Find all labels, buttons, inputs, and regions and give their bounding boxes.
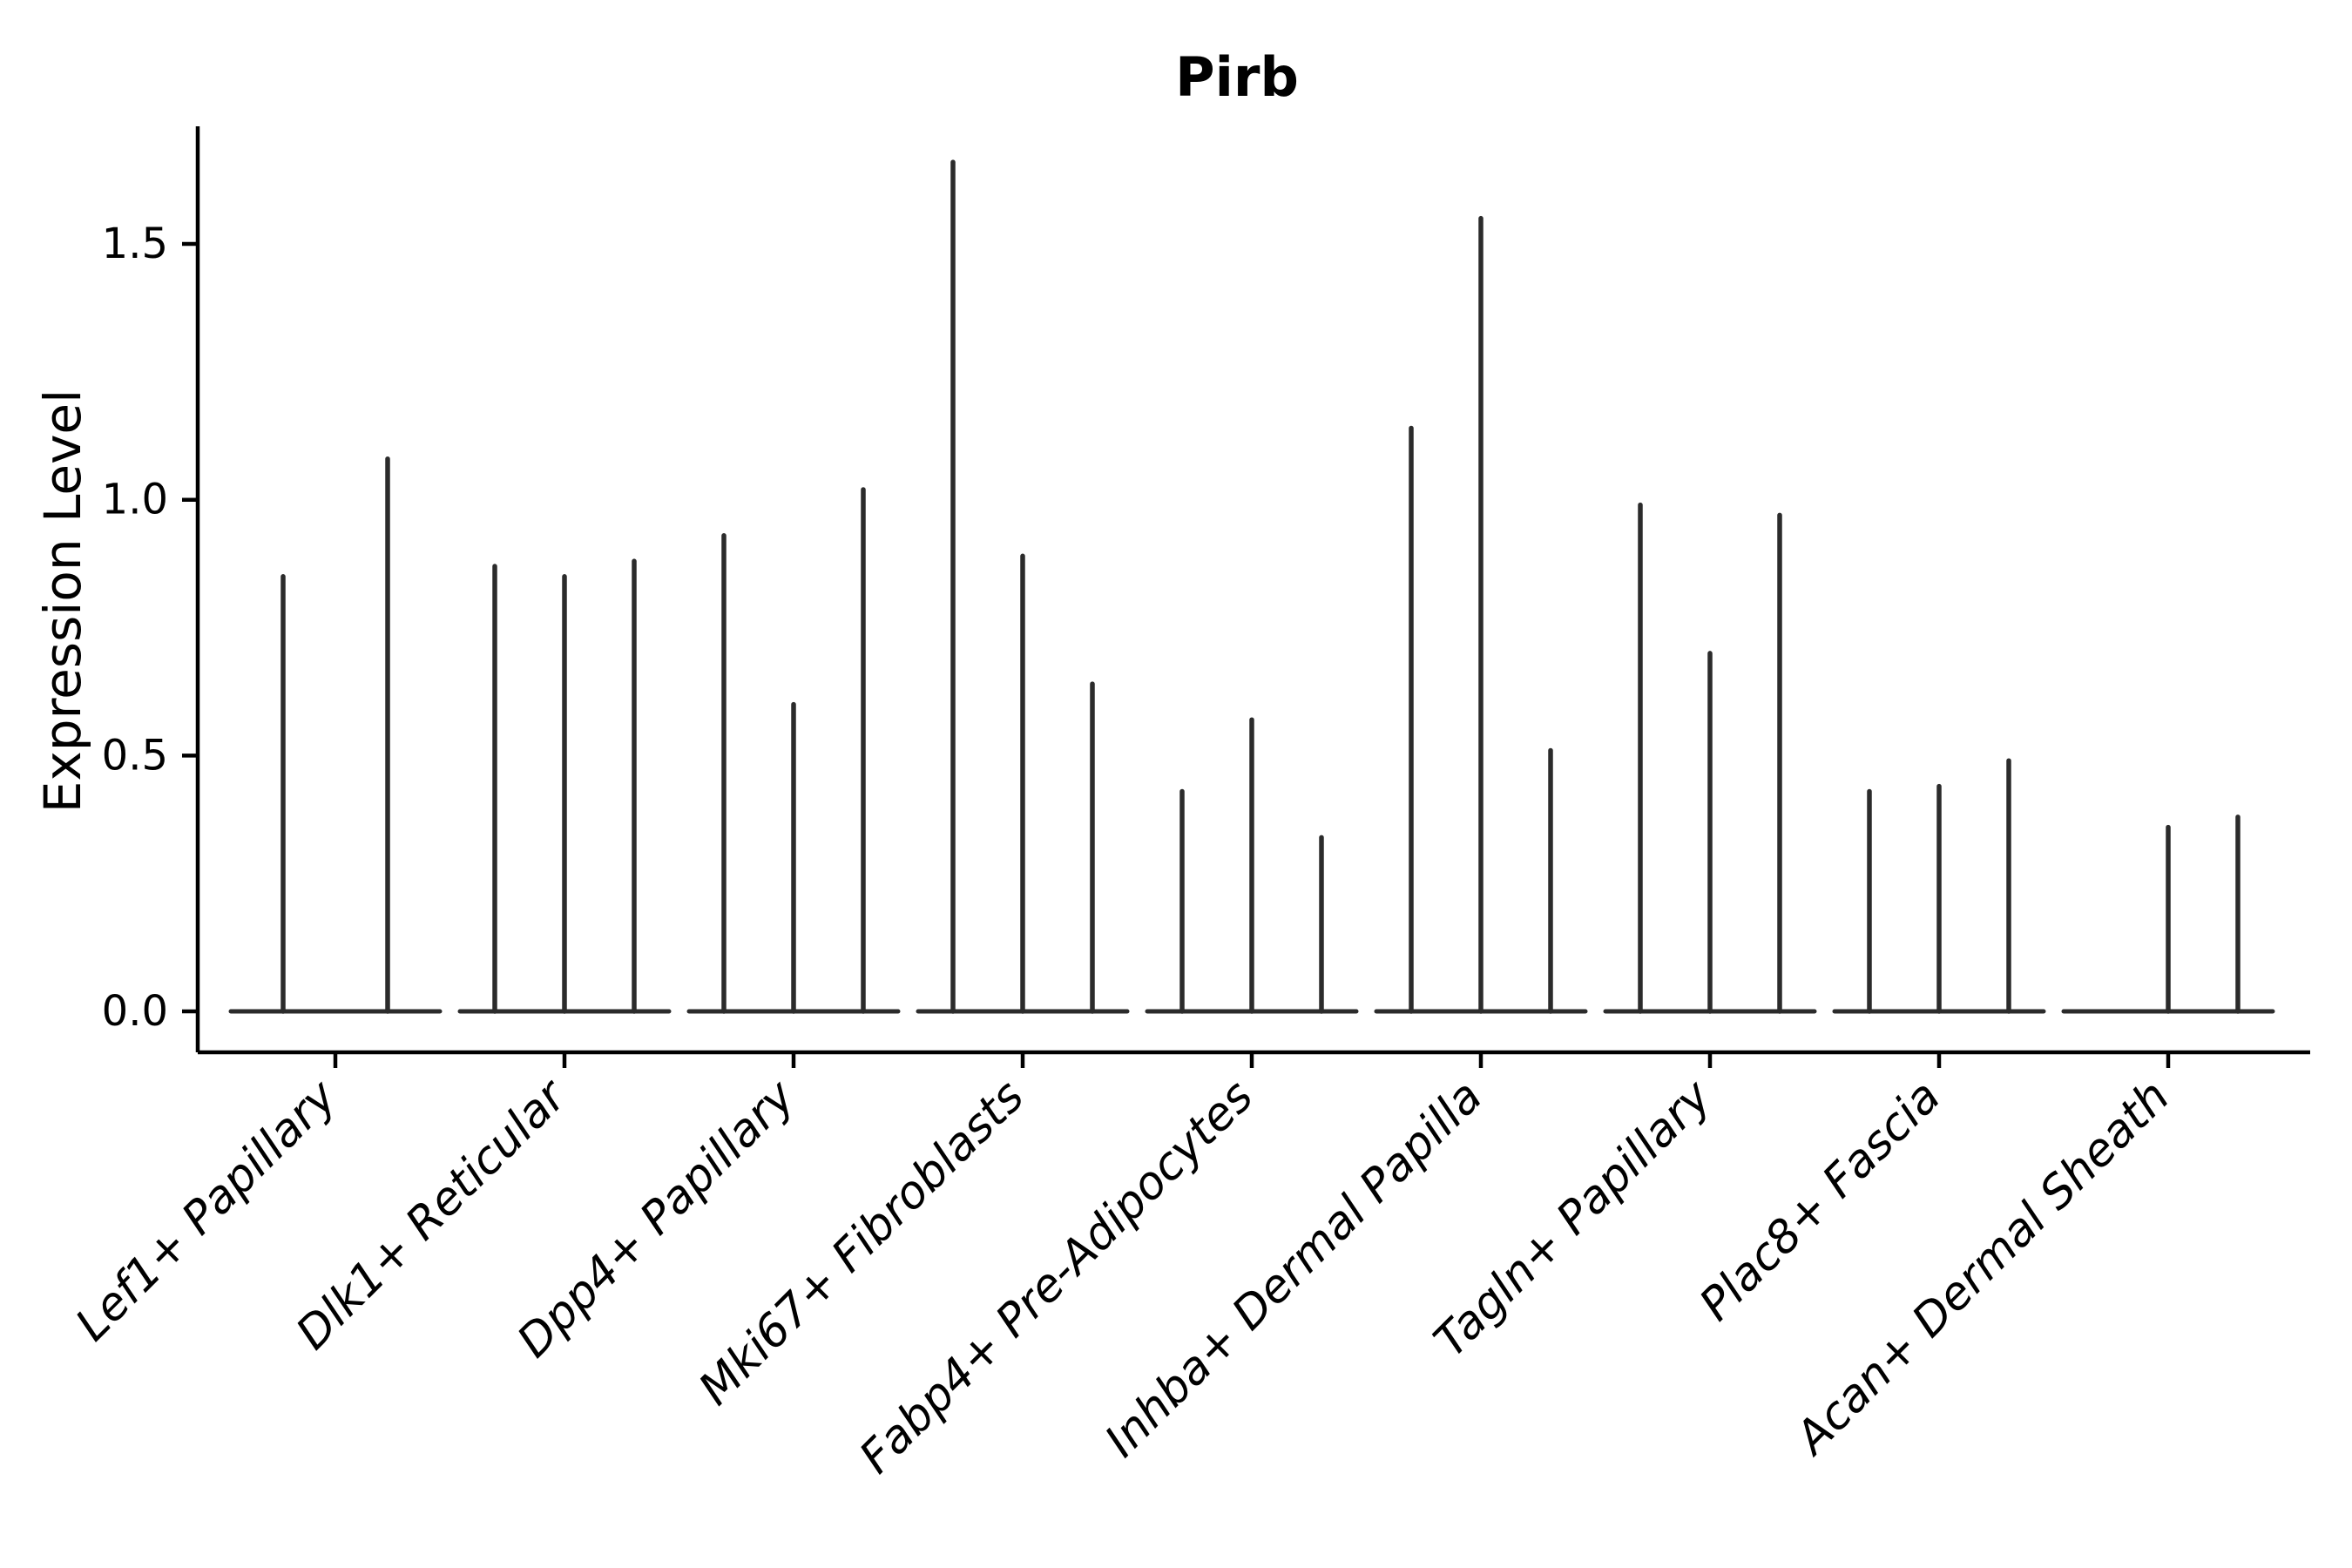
x-category-label: Inhba+ Dermal Papilla [1095, 1071, 1492, 1468]
y-tick-label: 0.0 [102, 987, 168, 1036]
x-category-label: Fabp4+ Pre-Adipocytes [850, 1071, 1264, 1484]
y-tick-label: 0.5 [102, 731, 168, 780]
plot-title: Pirb [1175, 45, 1299, 109]
x-category-label: Acan+ Dermal Sheath [1784, 1071, 2180, 1466]
x-category-label: Plac8+ Fascia [1690, 1071, 1950, 1331]
y-tick-label: 1.5 [102, 220, 168, 268]
y-tick-label: 1.0 [102, 476, 168, 524]
